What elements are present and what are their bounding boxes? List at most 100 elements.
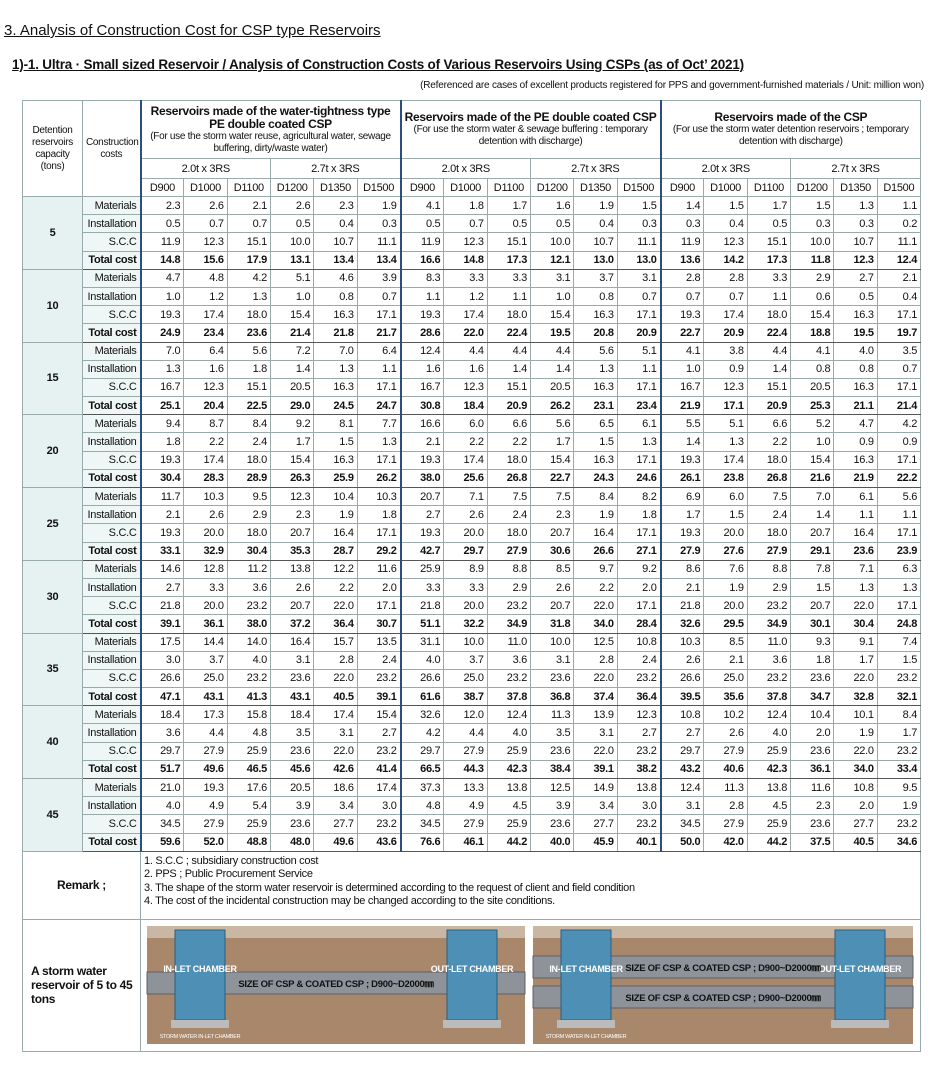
cost-value: 0.9 (703, 359, 748, 379)
cost-row: 40 Materials 18.4 17.3 15.8 18.4 17.4 15.4 32.6 1… (22, 705, 922, 779)
cost-value: 47.1 (139, 687, 185, 707)
cost-type: Materials (82, 559, 141, 579)
cost-value: 7.4 (876, 632, 922, 652)
cost-row: S.C.C 16.7 12.3 15.1 20.5 16.3 17.1 16.7 12.3 15.… (23, 377, 922, 398)
cost-value: 13.8 (746, 777, 792, 798)
cost-value: 1.0 (139, 286, 185, 307)
cost-value: 21.9 (833, 468, 878, 489)
cost-value: 12.4 (659, 777, 705, 798)
cost-value: 19.7 (876, 323, 922, 343)
cost-value: 8.1 (313, 414, 358, 434)
cost-value: 1.4 (269, 359, 315, 379)
remark-item: 2. PPS ; Public Procurement Service (144, 868, 313, 881)
cost-value: 21.0 (139, 777, 185, 798)
cost-value: 22.0 (313, 741, 358, 761)
cost-value: 2.9 (746, 577, 792, 598)
cost-value: 2.1 (659, 577, 705, 598)
cost-value: 2.6 (183, 505, 228, 525)
cost-type: Total cost (82, 541, 141, 561)
cost-value: 0.7 (226, 214, 271, 234)
cost-value: 43.1 (269, 687, 315, 707)
cost-type: S.C.C (82, 523, 141, 543)
cost-value: 2.8 (313, 650, 358, 670)
cost-value: 23.2 (486, 668, 532, 689)
cost-value: 38.0 (226, 614, 271, 634)
cost-value: 1.4 (659, 432, 705, 452)
cost-value: 3.3 (486, 268, 532, 288)
diameter: D900 (399, 178, 445, 197)
illustration-row: A storm water reservoir of 5 to 45 tons I… (22, 918, 922, 1052)
cost-value: 26.6 (399, 668, 445, 689)
cost-value: 36.4 (313, 614, 358, 634)
cost-row: 10 Materials 4.7 4.8 4.2 5.1 4.6 3.9 8.3 3.3 3.3 3.… (22, 268, 922, 343)
cost-value: 3.6 (486, 650, 532, 670)
cost-type: Materials (82, 486, 141, 507)
capacity-header: Detention reservoirs capacity (tons) (22, 100, 83, 197)
cost-row: S.C.C 19.3 17.4 18.0 15.4 16.3 17.1 19.3 17.4 18.… (23, 450, 922, 470)
cost-value: 19.3 (399, 450, 445, 470)
cost-value: 17.1 (616, 450, 662, 470)
spec: 2.7t x 3RS (530, 158, 662, 179)
cost-value: 18.0 (746, 450, 792, 470)
cost-value: 40.5 (833, 832, 878, 852)
cost-value: 2.2 (486, 432, 532, 452)
cost-value: 17.4 (443, 450, 488, 470)
diameter: D1000 (443, 178, 488, 197)
cost-value: 0.3 (659, 214, 705, 234)
cost-value: 2.0 (356, 577, 402, 598)
cost-value: 10.3 (356, 486, 402, 507)
cost-value: 1.8 (356, 505, 402, 525)
remark-item: 1. S.C.C ; subsidiary construction cost (144, 854, 319, 867)
cost-value: 2.2 (573, 577, 618, 598)
cost-value: 21.8 (139, 596, 185, 616)
cost-row: Installation 1.8 2.2 2.4 1.7 1.5 1.3 2.1 2.2 2.2 1… (23, 432, 922, 452)
chamber-base (443, 1020, 501, 1029)
cost-value: 26.2 (356, 468, 402, 489)
cost-value: 17.1 (616, 305, 662, 325)
cost-value: 3.6 (746, 650, 792, 670)
cost-type: Total cost (82, 323, 141, 343)
cost-value: 4.4 (486, 341, 532, 361)
cost-value: 16.3 (833, 450, 878, 470)
cost-value: 17.3 (486, 250, 532, 270)
cost-value: 1.2 (183, 286, 228, 307)
cost-value: 23.2 (746, 596, 792, 616)
cost-value: 37.3 (399, 777, 445, 798)
cost-value: 20.0 (703, 523, 748, 543)
cost-value: 3.5 (876, 341, 922, 361)
chamber (560, 929, 612, 1021)
chamber (174, 929, 226, 1021)
cost-value: 31.1 (399, 632, 445, 652)
cost-value: 17.4 (183, 305, 228, 325)
cost-value: 32.6 (659, 614, 705, 634)
cost-value: 21.1 (833, 396, 878, 416)
cost-value: 20.5 (269, 377, 315, 398)
cost-value: 22.4 (486, 323, 532, 343)
cost-value: 23.6 (269, 668, 315, 689)
cost-value: 23.6 (530, 741, 575, 761)
cost-value: 17.4 (356, 777, 402, 798)
cost-value: 7.7 (356, 414, 402, 434)
cost-value: 28.7 (313, 541, 358, 561)
cost-value: 20.7 (269, 596, 315, 616)
cost-value: 5.1 (269, 268, 315, 288)
cost-type: Total cost (82, 687, 141, 707)
cost-type: S.C.C (82, 232, 141, 252)
cost-value: 17.1 (876, 450, 922, 470)
cost-value: 1.9 (356, 195, 402, 216)
cost-value: 1.8 (616, 505, 662, 525)
cost-value: 19.3 (399, 305, 445, 325)
cost-value: 10.0 (530, 232, 575, 252)
chamber (446, 929, 498, 1021)
cost-value: 2.4 (226, 432, 271, 452)
cost-value: 12.3 (703, 377, 748, 398)
cost-value: 17.1 (356, 596, 402, 616)
cost-value: 17.9 (226, 250, 271, 270)
diameter: D1100 (746, 178, 792, 197)
cost-value: 4.8 (183, 268, 228, 288)
cost-value: 1.3 (833, 195, 878, 216)
cost-value: 0.7 (659, 286, 705, 307)
cost-type: Materials (82, 414, 141, 434)
cost-value: 34.9 (746, 614, 792, 634)
cost-value: 4.2 (226, 268, 271, 288)
